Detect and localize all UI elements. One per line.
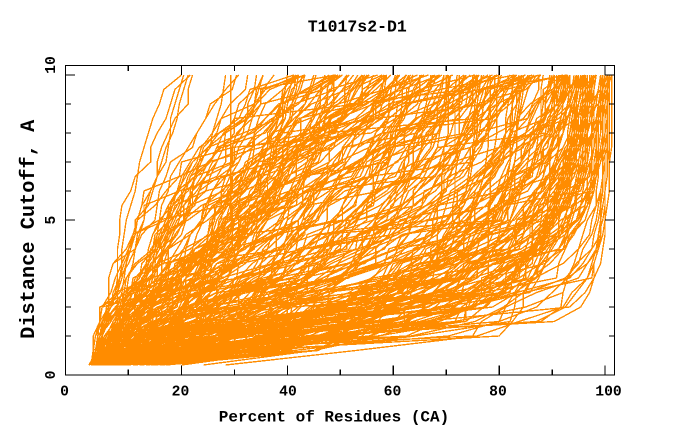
svg-text:0: 0 xyxy=(60,385,69,401)
svg-text:Distance Cutoff, A: Distance Cutoff, A xyxy=(18,119,41,339)
svg-text:20: 20 xyxy=(172,385,190,401)
svg-text:0: 0 xyxy=(44,370,60,379)
svg-text:Percent of Residues (CA): Percent of Residues (CA) xyxy=(219,409,449,427)
svg-text:100: 100 xyxy=(595,385,621,401)
svg-text:80: 80 xyxy=(489,385,507,401)
svg-text:T1017s2-D1: T1017s2-D1 xyxy=(308,17,407,36)
svg-text:5: 5 xyxy=(44,216,60,225)
svg-text:40: 40 xyxy=(279,385,297,401)
svg-text:10: 10 xyxy=(44,56,60,74)
svg-text:60: 60 xyxy=(384,385,402,401)
